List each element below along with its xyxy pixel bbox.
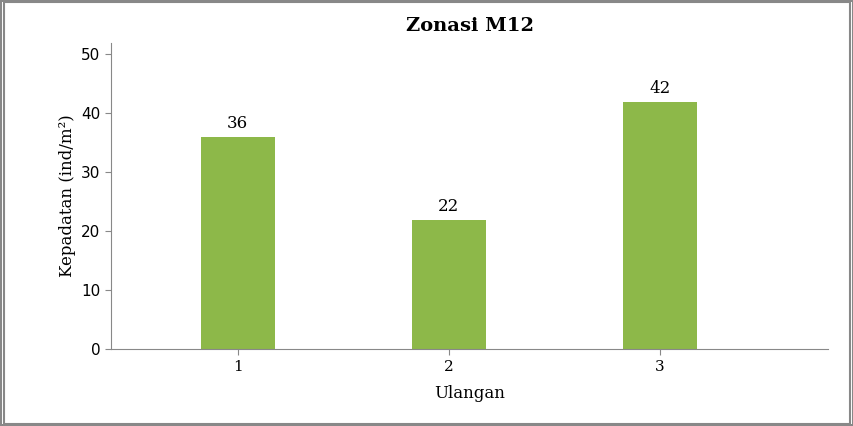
Text: 22: 22 (438, 198, 459, 215)
Bar (200, 137, 274, 349)
Text: 42: 42 (648, 80, 670, 97)
Bar (411, 219, 485, 349)
X-axis label: Ulangan: Ulangan (434, 385, 504, 402)
Y-axis label: Kepadatan (ind/m²): Kepadatan (ind/m²) (59, 115, 76, 277)
Title: Zonasi M12: Zonasi M12 (405, 17, 533, 35)
Bar (622, 101, 696, 349)
Text: 36: 36 (227, 115, 248, 132)
